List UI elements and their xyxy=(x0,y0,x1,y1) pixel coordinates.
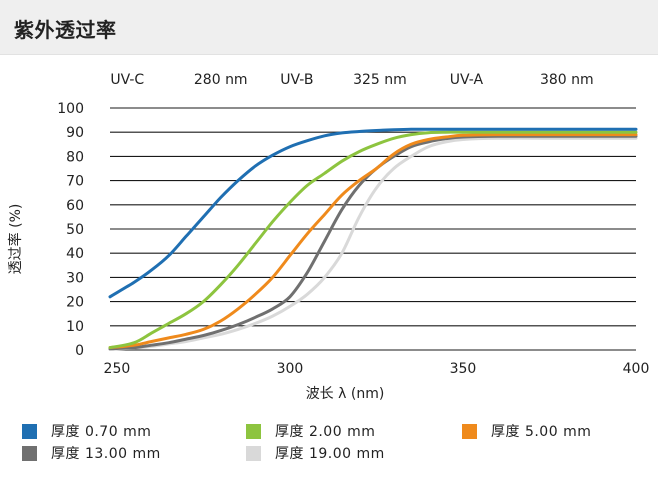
series-line xyxy=(108,133,638,350)
legend-item: 厚度 0.70 mm xyxy=(22,421,151,441)
band-label: 325 nm xyxy=(353,72,407,88)
legend-label: 厚度 13.00 mm xyxy=(51,446,161,462)
legend-swatch xyxy=(462,423,477,439)
x-tick-label: 300 xyxy=(277,361,304,377)
chart-series xyxy=(108,127,638,351)
legend-swatch xyxy=(246,423,261,439)
x-tick-label: 400 xyxy=(623,361,650,377)
y-tick-label: 80 xyxy=(66,149,84,165)
series-line xyxy=(108,130,638,350)
legend-label: 厚度 2.00 mm xyxy=(275,424,376,440)
series-line xyxy=(108,127,638,299)
legend-label: 厚度 19.00 mm xyxy=(275,446,385,462)
band-label: 380 nm xyxy=(540,72,594,88)
y-tick-label: 30 xyxy=(66,270,84,286)
title-bar: 紫外透过率 xyxy=(0,0,658,55)
y-tick-label: 70 xyxy=(66,174,84,190)
legend-item: 厚度 13.00 mm xyxy=(22,443,161,463)
x-tick-label: 250 xyxy=(104,361,131,377)
x-axis-ticks: 250 300 350 400 xyxy=(104,361,650,377)
page-title: 紫外透过率 xyxy=(14,18,117,42)
x-axis-title: 波长 λ (nm) xyxy=(306,386,385,402)
series-line xyxy=(108,134,638,351)
y-axis-title: 透过率 (%) xyxy=(7,204,24,275)
legend-item: 厚度 5.00 mm xyxy=(462,421,591,441)
legend-item: 厚度 2.00 mm xyxy=(246,421,375,441)
band-label: 280 nm xyxy=(194,72,248,88)
legend-swatch xyxy=(22,445,37,461)
transmittance-chart: 0 10 20 30 40 50 60 70 80 90 100 250 300 350 400 UV-C… xyxy=(7,72,650,402)
y-tick-label: 20 xyxy=(66,295,84,311)
y-tick-label: 100 xyxy=(57,101,84,117)
y-axis-ticks: 0 10 20 30 40 50 60 70 80 90 100 xyxy=(57,101,84,359)
legend-swatch xyxy=(22,423,37,439)
band-label: UV-A xyxy=(450,72,484,88)
legend-swatch xyxy=(246,445,261,461)
legend-label: 厚度 5.00 mm xyxy=(491,424,592,440)
band-label: UV-C xyxy=(110,72,144,88)
y-tick-label: 10 xyxy=(66,319,84,335)
y-tick-label: 90 xyxy=(66,125,84,141)
y-tick-label: 0 xyxy=(75,343,84,359)
legend-item: 厚度 19.00 mm xyxy=(246,443,385,463)
x-tick-label: 350 xyxy=(450,361,477,377)
uv-band-labels: UV-C 280 nm UV-B 325 nm UV-A 380 nm xyxy=(110,72,593,88)
y-tick-label: 60 xyxy=(66,198,84,214)
y-tick-label: 50 xyxy=(66,222,84,238)
y-tick-label: 40 xyxy=(66,246,84,262)
legend-label: 厚度 0.70 mm xyxy=(51,424,152,440)
band-label: UV-B xyxy=(280,72,313,88)
series-line xyxy=(108,136,638,351)
chart-legend: 厚度 0.70 mm 厚度 2.00 mm 厚度 5.00 mm 厚度 13.00 m… xyxy=(0,418,658,478)
